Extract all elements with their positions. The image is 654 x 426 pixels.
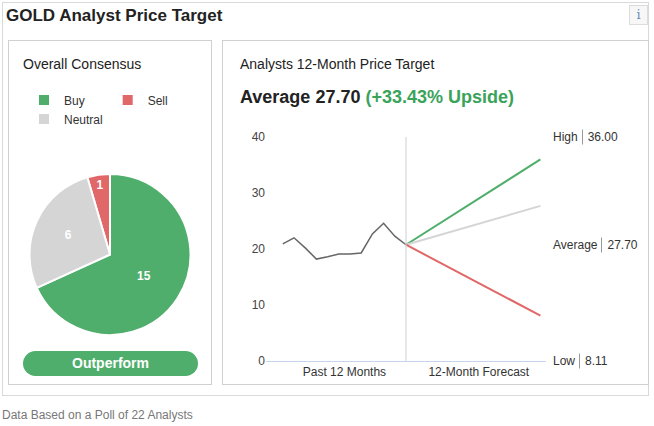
html-text:Low: Low: [553, 353, 575, 368]
svg-text:Past 12 Months: Past 12 Months: [303, 365, 386, 379]
svg-text:0: 0: [258, 354, 265, 368]
html-text:GOLD Analyst Price Target: GOLD Analyst Price Target: [6, 6, 223, 25]
svg-text:20: 20: [252, 242, 266, 256]
html-text:Overall Consensus: Overall Consensus: [23, 56, 142, 72]
html-text:Outperform: Outperform: [72, 355, 149, 371]
html-text:High: High: [553, 129, 578, 144]
html-text:Average: Average: [553, 237, 598, 252]
svg-text:Neutral: Neutral: [64, 113, 103, 127]
svg-text:Sell: Sell: [148, 94, 168, 108]
html-text:i: i: [636, 7, 641, 22]
html-text:Data Based on a Poll of 22 Ana: Data Based on a Poll of 22 Analysts: [2, 408, 193, 422]
html-text:8.11: 8.11: [585, 353, 608, 368]
html-text:27.70: 27.70: [607, 237, 638, 252]
html-text:Analysts 12-Month Price Target: Analysts 12-Month Price Target: [240, 56, 435, 72]
svg-text:30: 30: [252, 186, 266, 200]
svg-text:Buy: Buy: [64, 94, 85, 108]
svg-text:1: 1: [96, 178, 103, 192]
svg-text:15: 15: [137, 269, 151, 283]
svg-text:6: 6: [65, 228, 72, 242]
html-text:36.00: 36.00: [587, 129, 618, 144]
svg-text:40: 40: [252, 130, 266, 144]
html-text:Average 27.70 (+33.43% Upside): Average 27.70 (+33.43% Upside): [240, 87, 514, 107]
svg-text:10: 10: [252, 298, 266, 312]
svg-text:12-Month Forecast: 12-Month Forecast: [428, 365, 529, 379]
